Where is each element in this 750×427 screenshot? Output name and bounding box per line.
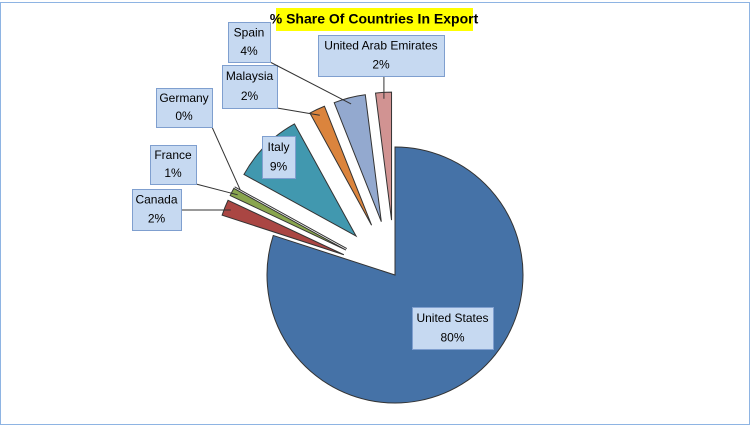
label-box: [156, 88, 213, 128]
leader-line: [269, 61, 352, 105]
value-label: 9%: [270, 159, 288, 173]
label-box: [222, 65, 278, 109]
category-label: United States: [416, 311, 488, 325]
value-label: 80%: [440, 330, 464, 344]
category-label: Spain: [234, 25, 265, 39]
label-box: [262, 136, 296, 179]
pie-slice: [234, 186, 348, 249]
value-label: 0%: [175, 109, 193, 123]
label-box: [318, 35, 445, 77]
title-background: [276, 8, 473, 31]
pie-slice: [333, 94, 382, 222]
category-label: Germany: [159, 91, 208, 105]
label-box: [150, 145, 197, 185]
value-label: 2%: [148, 212, 166, 226]
category-label: Italy: [267, 140, 289, 154]
chart-title: % Share Of Countries In Export: [270, 11, 479, 27]
value-label: 2%: [241, 89, 259, 103]
category-label: Canada: [135, 193, 177, 207]
leader-line: [195, 183, 238, 196]
leader-line: [211, 126, 241, 191]
label-box: [412, 307, 494, 350]
value-label: 1%: [164, 166, 182, 180]
label-box: [132, 189, 182, 231]
leader-line: [276, 107, 320, 116]
category-label: France: [154, 148, 192, 162]
label-box: [228, 22, 271, 63]
pie-slice: [229, 187, 347, 251]
pie-slice: [221, 199, 345, 256]
value-label: 4%: [240, 44, 258, 58]
value-label: 2%: [372, 58, 390, 72]
category-label: Malaysia: [226, 69, 274, 83]
category-label: United Arab Emirates: [324, 39, 437, 53]
